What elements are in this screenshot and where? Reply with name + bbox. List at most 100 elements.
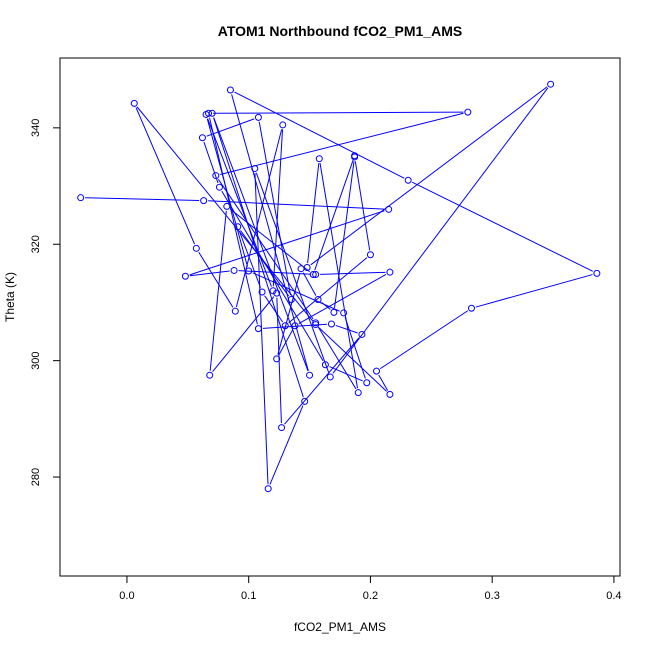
series-segment bbox=[189, 210, 385, 276]
series-segment bbox=[85, 197, 200, 201]
x-tick-label: 0.1 bbox=[241, 590, 256, 602]
data-point bbox=[363, 379, 371, 387]
data-point bbox=[245, 267, 253, 275]
data-point bbox=[366, 251, 374, 259]
data-point bbox=[198, 134, 206, 142]
series-segment bbox=[231, 94, 309, 371]
series-segment bbox=[277, 272, 301, 355]
data-point bbox=[327, 320, 335, 328]
series-segment bbox=[206, 118, 255, 137]
data-point bbox=[315, 155, 323, 163]
series-segment bbox=[288, 257, 368, 324]
x-axis: 0.0 0.1 0.2 0.3 0.4 bbox=[119, 575, 622, 602]
series-segment bbox=[475, 274, 593, 308]
data-point bbox=[205, 109, 213, 117]
data-point bbox=[273, 289, 281, 297]
data-point bbox=[314, 296, 322, 304]
series-segment bbox=[238, 270, 312, 275]
series-segment bbox=[272, 129, 284, 287]
data-point bbox=[200, 197, 208, 205]
data-point bbox=[226, 86, 234, 94]
series-segment bbox=[213, 111, 464, 114]
series-segment bbox=[307, 163, 320, 264]
x-tick-label: 0.3 bbox=[485, 590, 500, 602]
series-segment bbox=[135, 107, 196, 245]
series-segment bbox=[378, 374, 389, 391]
data-point bbox=[287, 296, 295, 304]
series-segment bbox=[319, 163, 359, 389]
data-point bbox=[354, 389, 362, 397]
data-point bbox=[251, 165, 259, 173]
data-point bbox=[223, 202, 231, 210]
series-segment bbox=[212, 296, 275, 373]
data-point bbox=[326, 373, 334, 381]
series-segment bbox=[411, 181, 594, 272]
data-point bbox=[181, 272, 189, 280]
data-point bbox=[593, 269, 601, 277]
data-point bbox=[312, 319, 320, 327]
series-segment bbox=[310, 86, 548, 266]
data-point bbox=[351, 152, 359, 160]
data-point bbox=[321, 361, 329, 369]
series-segment bbox=[379, 310, 469, 370]
series-segment bbox=[209, 117, 258, 325]
data-point bbox=[386, 268, 394, 276]
data-point bbox=[358, 330, 366, 338]
series-segment bbox=[344, 317, 366, 379]
series-segment bbox=[354, 161, 371, 251]
data-point bbox=[373, 367, 381, 375]
series-segment bbox=[302, 272, 317, 296]
data-point bbox=[340, 309, 348, 317]
series-segment bbox=[209, 210, 227, 371]
y-tick-label: 280 bbox=[30, 468, 42, 486]
series-segment bbox=[213, 117, 309, 372]
data-point bbox=[309, 271, 317, 279]
x-tick-label: 0.0 bbox=[119, 590, 134, 602]
data-point bbox=[330, 308, 338, 316]
data-point bbox=[212, 172, 220, 180]
data-point bbox=[234, 223, 242, 231]
series-segment bbox=[252, 272, 340, 312]
data-point bbox=[269, 287, 277, 295]
data-point bbox=[278, 424, 286, 432]
data-point bbox=[306, 371, 314, 379]
series-segment bbox=[332, 87, 549, 374]
chart-title: ATOM1 Northbound fCO2_PM1_AMS bbox=[218, 23, 463, 39]
data-point bbox=[208, 109, 216, 117]
y-tick-label: 340 bbox=[30, 119, 42, 137]
series-segment bbox=[208, 200, 385, 210]
data-point bbox=[206, 371, 214, 379]
data-point bbox=[467, 304, 475, 312]
series-segment bbox=[235, 129, 283, 307]
data-point bbox=[264, 485, 272, 493]
series-segment bbox=[314, 159, 354, 271]
data-point bbox=[254, 113, 262, 121]
series-segment bbox=[207, 118, 272, 287]
series-segment bbox=[317, 326, 357, 390]
series-segment bbox=[334, 161, 355, 308]
x-tick-label: 0.4 bbox=[606, 590, 621, 602]
series-segment bbox=[255, 172, 330, 373]
data-point bbox=[130, 99, 138, 107]
series-segment bbox=[264, 295, 284, 323]
plot-frame bbox=[59, 57, 621, 577]
data-point bbox=[386, 390, 394, 398]
y-axis-label: Theta (K) bbox=[3, 272, 17, 322]
data-point bbox=[464, 108, 472, 116]
data-point bbox=[297, 265, 305, 273]
data-point bbox=[301, 397, 309, 405]
data-point bbox=[279, 121, 287, 129]
y-tick-label: 320 bbox=[30, 235, 42, 253]
data-point bbox=[281, 322, 289, 330]
series-segment bbox=[230, 208, 310, 273]
data-point bbox=[254, 325, 262, 333]
series-segment bbox=[238, 230, 261, 288]
series-segment bbox=[136, 106, 314, 322]
x-axis-label: fCO2_PM1_AMS bbox=[294, 620, 386, 634]
data-point bbox=[291, 322, 299, 330]
series-segment bbox=[203, 141, 219, 184]
data-point bbox=[404, 176, 412, 184]
data-point bbox=[215, 183, 223, 191]
series-segment bbox=[262, 323, 328, 329]
